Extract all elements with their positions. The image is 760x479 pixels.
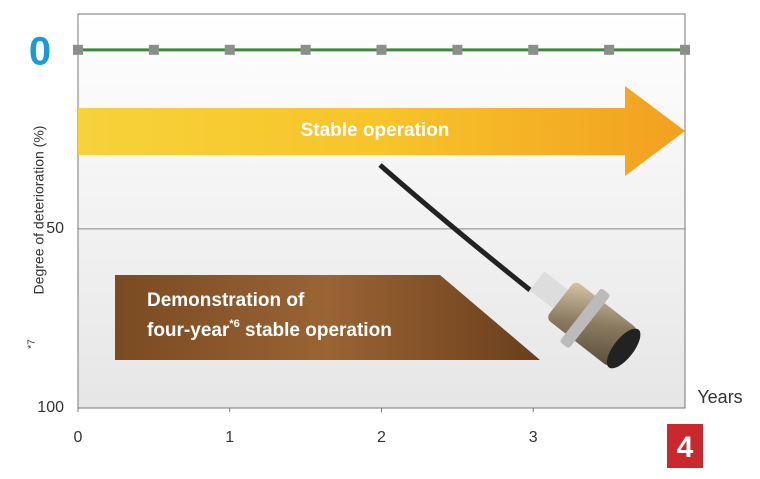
box-text: Demonstration of bbox=[147, 290, 305, 311]
x-tick-label: 0 bbox=[74, 429, 83, 446]
y-axis-label: Degree of deterioration (%) bbox=[31, 126, 47, 295]
box-text: four-year bbox=[147, 320, 230, 341]
data-point bbox=[604, 45, 614, 55]
x-tick-label: 4 bbox=[677, 431, 694, 464]
data-point bbox=[149, 45, 159, 55]
data-point bbox=[301, 45, 311, 55]
x-axis-label: Years bbox=[697, 387, 742, 407]
data-point bbox=[225, 45, 235, 55]
data-point bbox=[528, 45, 538, 55]
box-text: four-year*6 stable operation bbox=[147, 318, 392, 341]
data-point bbox=[377, 45, 387, 55]
y-tick-label: 0 bbox=[29, 29, 51, 73]
y-axis-note: *7 bbox=[27, 339, 38, 349]
data-point bbox=[73, 45, 83, 55]
data-point bbox=[452, 45, 462, 55]
y-tick-label: 100 bbox=[37, 399, 64, 416]
x-tick-label: 1 bbox=[225, 429, 234, 446]
box-text: stable operation bbox=[240, 320, 392, 341]
chart: Stable operation Demonstration of four-y… bbox=[0, 0, 760, 474]
x-tick-label: 3 bbox=[529, 429, 538, 446]
data-point bbox=[680, 45, 690, 55]
footnote: *6 bbox=[229, 318, 239, 330]
x-tick-label: 2 bbox=[377, 429, 386, 446]
y-tick-label: 50 bbox=[46, 220, 64, 237]
arrow-label: Stable operation bbox=[301, 120, 450, 141]
